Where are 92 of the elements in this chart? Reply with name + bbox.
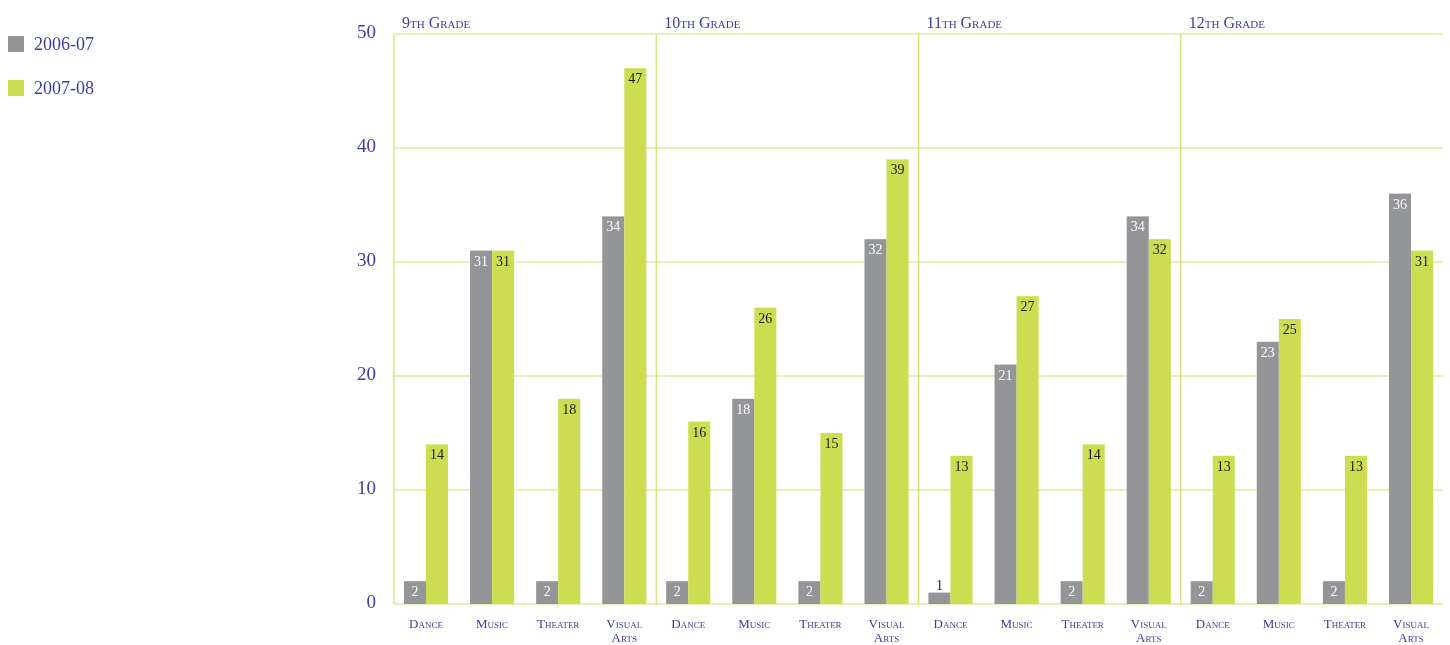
bar bbox=[1388, 193, 1412, 604]
data-label: 18 bbox=[736, 401, 751, 417]
legend-label: 2007-08 bbox=[34, 78, 94, 98]
bar bbox=[602, 216, 625, 604]
bar bbox=[754, 307, 777, 604]
bar bbox=[1190, 581, 1213, 604]
x-tick-label: Theater bbox=[1061, 616, 1104, 631]
bar bbox=[1148, 239, 1171, 604]
data-label: 2 bbox=[673, 584, 681, 600]
bar bbox=[864, 239, 887, 604]
y-tick-label: 30 bbox=[357, 249, 376, 271]
bar bbox=[558, 398, 581, 604]
bar bbox=[798, 581, 821, 604]
bar bbox=[1082, 444, 1105, 604]
bar bbox=[470, 250, 493, 604]
data-label: 21 bbox=[998, 367, 1013, 383]
data-label: 26 bbox=[758, 310, 773, 326]
bar bbox=[732, 398, 755, 604]
x-tick-label: Music bbox=[738, 616, 771, 631]
chart-title: 12th Grade bbox=[1188, 14, 1266, 31]
x-tick-label: Music bbox=[1262, 616, 1295, 631]
bar bbox=[820, 433, 843, 604]
data-label: 32 bbox=[868, 242, 883, 258]
y-tick-label: 20 bbox=[357, 363, 376, 385]
data-label: 2 bbox=[543, 584, 551, 600]
data-label: 27 bbox=[1020, 299, 1035, 315]
data-label: 18 bbox=[562, 401, 577, 417]
data-label: 13 bbox=[1216, 458, 1231, 474]
bar bbox=[624, 68, 647, 604]
data-label: 15 bbox=[824, 436, 839, 451]
data-label: 2 bbox=[1198, 584, 1206, 600]
x-tick-label: Dance bbox=[671, 616, 706, 631]
x-tick-label: Music bbox=[1000, 616, 1033, 631]
bar bbox=[994, 364, 1017, 604]
x-tick-label: Visual Arts bbox=[868, 616, 905, 645]
data-label: 2 bbox=[411, 584, 419, 600]
bar bbox=[886, 159, 909, 604]
x-tick-label: Dance bbox=[1195, 616, 1231, 631]
x-tick-label: Visual Arts bbox=[1130, 616, 1167, 645]
y-tick-label: 50 bbox=[357, 21, 376, 43]
y-tick-label: 10 bbox=[357, 477, 376, 499]
bar bbox=[1212, 455, 1235, 604]
y-tick-label: 40 bbox=[357, 135, 376, 157]
bar bbox=[1411, 250, 1434, 604]
data-label: 13 bbox=[1348, 458, 1363, 474]
data-label: 2 bbox=[805, 584, 813, 600]
data-label: 13 bbox=[954, 458, 969, 474]
bar bbox=[1344, 455, 1367, 604]
chart-title: 9th Grade bbox=[402, 14, 471, 31]
bar bbox=[1016, 296, 1039, 604]
y-tick-label: 0 bbox=[366, 591, 376, 613]
x-tick-label: Visual Arts bbox=[606, 616, 643, 645]
data-label: 39 bbox=[890, 162, 905, 178]
x-tick-label: Visual Arts bbox=[1393, 616, 1429, 645]
bar bbox=[1126, 216, 1149, 604]
data-label: 31 bbox=[1415, 253, 1430, 269]
data-label: 14 bbox=[429, 447, 444, 463]
x-tick-label: Theater bbox=[536, 616, 580, 631]
data-label: 1 bbox=[935, 577, 943, 593]
x-tick-label: Dance bbox=[409, 616, 444, 631]
x-tick-label: Dance bbox=[933, 616, 968, 631]
data-label: 2 bbox=[1068, 584, 1076, 600]
data-label: 23 bbox=[1260, 344, 1275, 360]
bar bbox=[928, 592, 951, 604]
data-label: 31 bbox=[474, 253, 489, 269]
x-tick-label: Theater bbox=[1323, 616, 1367, 631]
data-label: 32 bbox=[1152, 242, 1167, 258]
data-label: 25 bbox=[1282, 322, 1297, 337]
data-label: 47 bbox=[628, 71, 643, 87]
bar bbox=[1060, 581, 1083, 604]
legend-label: 2006-07 bbox=[34, 34, 94, 54]
chart-title: 11th Grade bbox=[926, 14, 1003, 31]
bar bbox=[950, 455, 973, 604]
bar bbox=[688, 421, 711, 604]
bar bbox=[425, 444, 449, 604]
chart-title: 10th Grade bbox=[664, 14, 741, 31]
data-label: 34 bbox=[1130, 219, 1145, 235]
bar bbox=[666, 581, 689, 604]
x-tick-label: Theater bbox=[799, 616, 842, 631]
x-tick-label: Music bbox=[476, 616, 509, 631]
bar bbox=[1278, 319, 1301, 604]
bar bbox=[536, 581, 559, 604]
data-label: 2 bbox=[1330, 584, 1338, 600]
data-label: 34 bbox=[606, 219, 621, 235]
bar bbox=[492, 250, 515, 604]
bar bbox=[1256, 341, 1279, 604]
data-label: 36 bbox=[1393, 196, 1408, 212]
data-label: 16 bbox=[692, 424, 707, 440]
data-label: 14 bbox=[1086, 447, 1101, 463]
data-label: 31 bbox=[496, 253, 511, 269]
bar bbox=[1322, 581, 1345, 604]
bar bbox=[403, 581, 426, 604]
